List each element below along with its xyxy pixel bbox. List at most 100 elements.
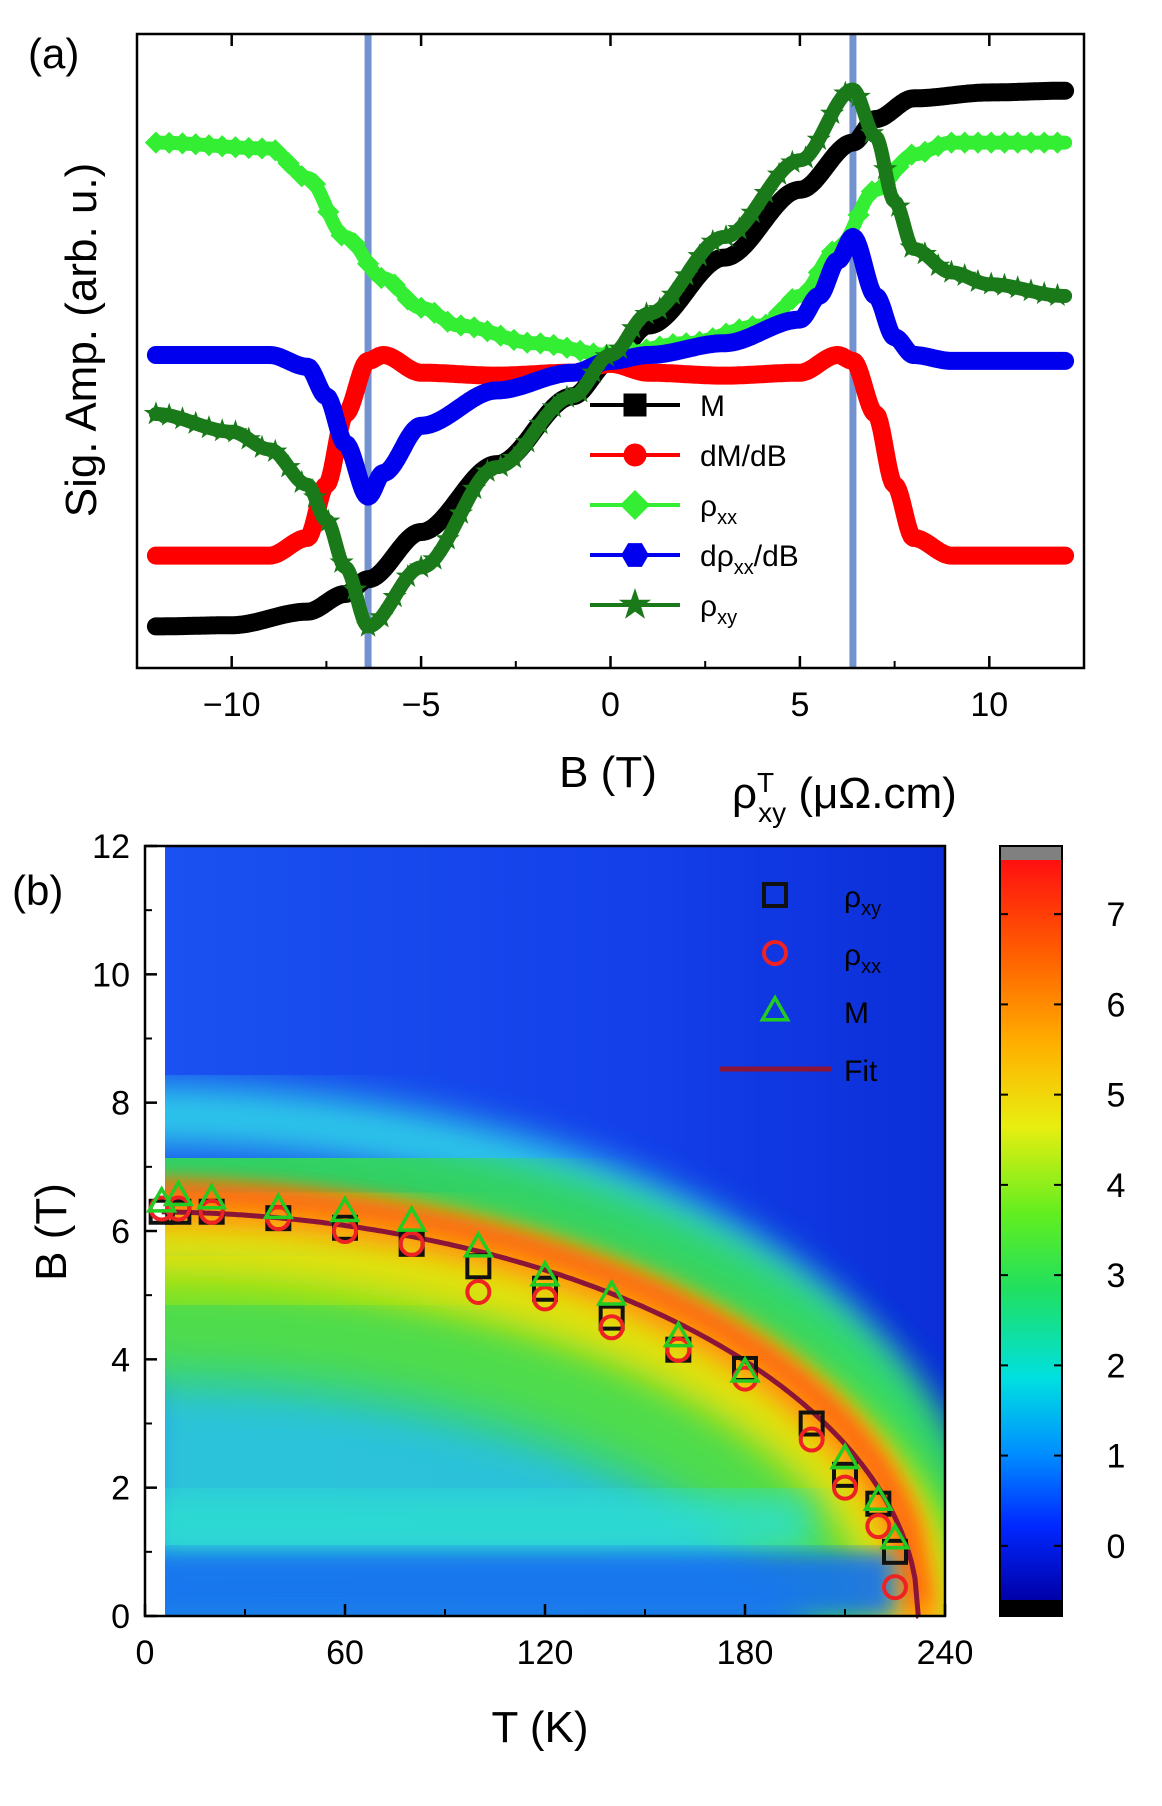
a-legend-marker-4: [618, 588, 652, 619]
heat-band-orange: [165, 1182, 941, 1616]
a-series-marker-4: [475, 458, 500, 482]
b-point-1-11: [798, 1426, 825, 1453]
b-point-1-2: [198, 1198, 225, 1225]
a-series-marker-4: [157, 402, 182, 426]
a-series-marker-4: [753, 180, 778, 204]
b-y-tick-label: 4: [111, 1341, 130, 1379]
a-series-marker-2: [887, 155, 910, 178]
heat-band-low: [165, 1494, 812, 1552]
b-point-2-5: [395, 1204, 428, 1232]
heat-band-red: [165, 1183, 928, 1606]
b-legend-sub: xx: [861, 956, 881, 978]
a-series-marker-4: [979, 271, 1004, 295]
b-point-2-6: [462, 1230, 495, 1258]
heatmap: [165, 846, 945, 1616]
b-legend-main: ρ: [844, 939, 861, 972]
a-ticks: −10 −5 0 5 10: [136, 34, 1085, 724]
b-point-2-9: [662, 1320, 695, 1348]
b-legend-label-3: Fit: [844, 1055, 878, 1088]
a-series-marker-4: [515, 429, 540, 453]
a-series-marker-2: [303, 173, 327, 196]
a-series-marker-4: [647, 296, 672, 320]
panel-b-label: (b): [12, 867, 63, 914]
a-series-marker-2: [317, 200, 340, 224]
a-series-marker-4: [289, 469, 314, 493]
a-series-marker-4: [170, 406, 195, 430]
colorbar-ticks: 0 1 2 3 4 5 6 7: [1000, 896, 1125, 1566]
b-ticks: 0 60 120 180 240 0 2 4 6 8 10 12: [92, 828, 973, 1672]
b-x-tick-label: 240: [917, 1634, 974, 1672]
b-y-tick-label: 8: [111, 1085, 130, 1123]
a-series-marker-4: [263, 438, 288, 462]
panel-b: (b): [12, 767, 1125, 1752]
a-series-marker-4: [952, 262, 977, 287]
b-x-tick-label: 60: [326, 1634, 364, 1672]
b-legend-main: M: [844, 997, 869, 1030]
a-series-marker-4: [554, 384, 580, 408]
b-x-axis-title: T (K): [492, 1703, 589, 1752]
a-series-marker-4: [1045, 282, 1070, 306]
b-legend-marker-0: [762, 882, 788, 908]
b-legend-label-0: ρxy: [844, 881, 881, 920]
panel-a-label: (a): [28, 30, 79, 77]
heat-band-orange-path: [165, 1182, 941, 1616]
heat-band-bottom: [165, 1551, 895, 1616]
a-legend-label-4: ρxy: [700, 590, 737, 629]
a-series-marker-4: [143, 401, 169, 425]
a-series-marker-2: [356, 252, 380, 275]
a-series-marker-4: [819, 100, 845, 125]
colorbar-under: [1000, 1600, 1062, 1616]
a-legend-suffix: /dB: [754, 540, 799, 573]
a-series-marker-4: [793, 145, 818, 169]
a-series-marker-4: [1005, 275, 1030, 299]
a-legend-label-0: M: [700, 390, 725, 423]
a-series-marker-4: [833, 80, 858, 104]
a-series-marker-4: [342, 576, 367, 600]
colorbar-title-sub: xy: [758, 797, 786, 828]
a-series-marker-4: [568, 379, 593, 403]
a-series-marker-4: [1018, 278, 1044, 302]
a-series-line-3: [146, 228, 1075, 506]
a-y-axis-title: Sig. Amp. (arb. u.): [57, 163, 106, 518]
b-legend-label-1: ρxx: [844, 939, 881, 978]
b-y-tick-label: 10: [92, 956, 130, 994]
colorbar-tick-label: 6: [1107, 986, 1126, 1024]
a-series-marker-2: [423, 301, 446, 324]
a-series-marker-4: [872, 156, 898, 180]
b-y-axis-title: B (T): [27, 1183, 76, 1281]
b-point-1-12: [832, 1474, 858, 1501]
b-y-tick-label: 12: [92, 828, 130, 866]
b-legend-main: ρ: [844, 881, 861, 914]
a-series-marker-4: [528, 411, 553, 435]
colorbar-gradient: [1000, 860, 1062, 1600]
a-series-marker-4: [448, 500, 474, 524]
a-x-tick-label: 10: [970, 686, 1008, 724]
b-point-2-12: [862, 1483, 895, 1512]
b-point-2-10: [729, 1355, 761, 1383]
a-series-marker-4: [846, 84, 871, 108]
b-point-1-13: [865, 1513, 892, 1540]
heat-band-low-rect: [165, 1494, 812, 1552]
a-series-marker-4: [992, 272, 1017, 296]
colorbar-title-unit: (μΩ.cm): [786, 769, 957, 818]
a-series-marker-4: [329, 549, 354, 573]
colorbar-tick-label: 2: [1107, 1347, 1126, 1385]
colorbar-tick-label: 4: [1107, 1167, 1126, 1205]
b-point-2-8: [595, 1278, 628, 1306]
b-point-0-11: [798, 1410, 825, 1437]
a-series-marker-4: [899, 234, 924, 258]
a-x-tick-label: −5: [402, 686, 441, 724]
a-series-marker-4: [210, 418, 235, 442]
a-legend-prefix: d: [700, 540, 717, 573]
a-series-marker-4: [660, 281, 686, 305]
a-legend-main: M: [700, 390, 725, 423]
colorbar-tick-label: 3: [1107, 1257, 1126, 1295]
panel-a: (a) −10 −5 0 5 10 B (T) Sig. Amp. (arb. u.) …: [28, 30, 1086, 797]
a-series-4: [143, 80, 1073, 637]
colorbar-tick-label: 7: [1107, 896, 1126, 934]
b-series-2: [145, 1178, 911, 1550]
b-point-0-7: [532, 1275, 558, 1302]
a-legend-marker-0: [623, 393, 647, 417]
